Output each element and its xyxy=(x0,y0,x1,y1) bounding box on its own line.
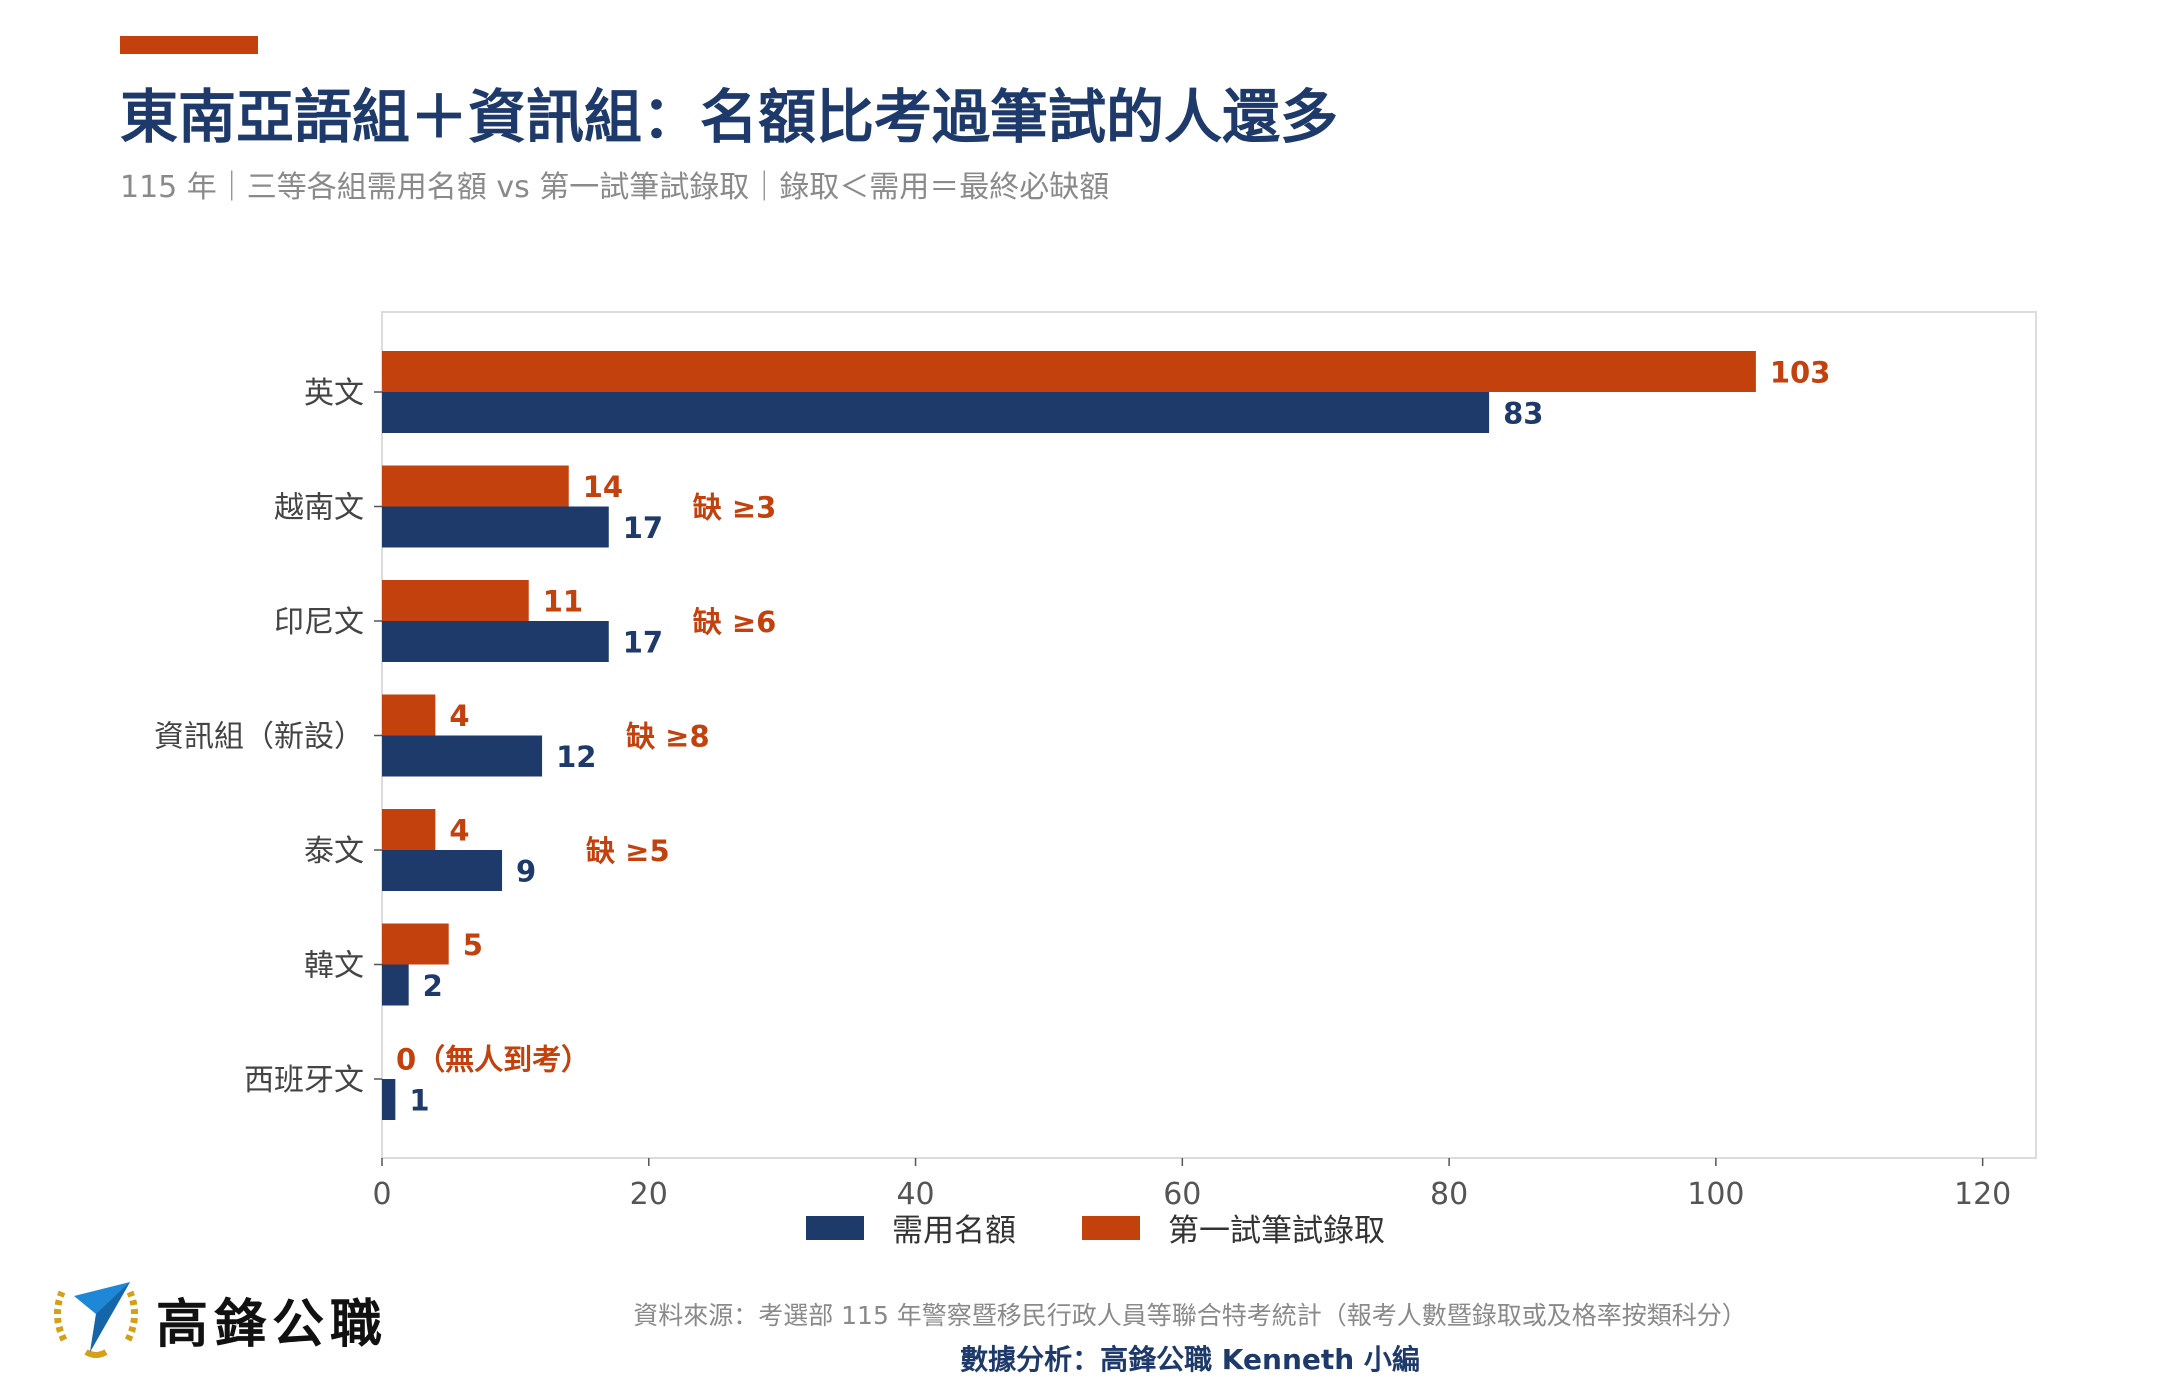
y-tick-label: 資訊組（新設） xyxy=(154,720,364,755)
y-tick-label: 英文 xyxy=(304,376,364,411)
bar-admitted xyxy=(382,809,436,850)
bar-label-required: 17 xyxy=(623,626,663,660)
x-tick-label: 80 xyxy=(1430,1177,1468,1212)
x-tick-label: 20 xyxy=(630,1177,668,1212)
bar-required xyxy=(382,506,609,548)
bar-label-required: 2 xyxy=(423,969,443,1003)
bar-label-admitted: 4 xyxy=(449,814,469,848)
legend-swatch-navy xyxy=(806,1215,864,1240)
chart-subtitle: 115 年｜三等各組需用名額 vs 第一試筆試錄取｜錄取＜需用＝最終必缺額 xyxy=(120,170,1110,205)
brand-name: 高鋒公職 xyxy=(156,1295,389,1355)
bar-admitted xyxy=(382,465,569,507)
bar-admitted xyxy=(382,351,1756,392)
bar-admitted xyxy=(382,923,449,965)
source-note: 資料來源：考選部 115 年警察暨移民行政人員等聯合特考統計（報考人數暨錄取或及… xyxy=(633,1301,1747,1330)
chart-legend: 需用名額 第一試筆試錄取 xyxy=(806,1205,1451,1250)
y-tick-label: 印尼文 xyxy=(274,605,364,640)
shortfall-annotation: 缺 ≥5 xyxy=(586,834,670,868)
legend-label-admitted: 第一試筆試錄取 xyxy=(1168,1213,1385,1249)
bar-label-admitted: 11 xyxy=(543,585,583,619)
shortfall-annotation: 缺 ≥6 xyxy=(693,605,777,639)
legend-item-required: 需用名額 xyxy=(806,1205,1016,1250)
x-tick-label: 120 xyxy=(1954,1177,2011,1212)
bar-label-admitted: 103 xyxy=(1770,356,1831,390)
brand-logo xyxy=(46,1262,146,1362)
y-tick-label: 韓文 xyxy=(304,949,364,984)
accent-bar xyxy=(120,36,258,54)
x-tick-label: 40 xyxy=(896,1177,934,1212)
bar-label-required: 17 xyxy=(623,511,663,545)
bar-required xyxy=(382,964,409,1006)
chart-title: 東南亞語組＋資訊組：名額比考過筆試的人還多 xyxy=(120,83,1339,151)
bar-admitted xyxy=(382,694,436,736)
bar-label-admitted: 4 xyxy=(449,699,469,733)
bar-required xyxy=(382,1079,396,1120)
bar-label-admitted: 5 xyxy=(463,928,483,962)
y-tick-label: 泰文 xyxy=(304,834,364,869)
bar-label-required: 83 xyxy=(1503,397,1543,431)
y-tick-label: 西班牙文 xyxy=(244,1063,364,1098)
bar-required xyxy=(382,735,543,777)
bar-label-required: 1 xyxy=(409,1084,429,1118)
x-tick-label: 100 xyxy=(1687,1177,1744,1212)
x-tick-label: 60 xyxy=(1163,1177,1201,1212)
shortfall-annotation: 缺 ≥3 xyxy=(693,491,777,525)
shortfall-annotation: 缺 ≥8 xyxy=(626,720,710,754)
bar-required xyxy=(382,850,503,891)
x-tick-label: 0 xyxy=(372,1177,391,1212)
bar-required xyxy=(382,392,1490,433)
bar-label-admitted: 0（無人到考） xyxy=(396,1043,590,1077)
bar-label-admitted: 14 xyxy=(583,470,623,504)
credit-note: 數據分析：高鋒公職 Kenneth 小編 xyxy=(960,1343,1420,1376)
legend-label-required: 需用名額 xyxy=(892,1213,1016,1249)
bar-admitted xyxy=(382,580,529,621)
bar-label-required: 12 xyxy=(556,740,596,774)
y-tick-label: 越南文 xyxy=(274,491,364,526)
legend-item-admitted: 第一試筆試錄取 xyxy=(1082,1205,1385,1250)
legend-swatch-orange xyxy=(1082,1215,1140,1240)
bar-required xyxy=(382,621,609,662)
bar-label-required: 9 xyxy=(516,855,536,889)
